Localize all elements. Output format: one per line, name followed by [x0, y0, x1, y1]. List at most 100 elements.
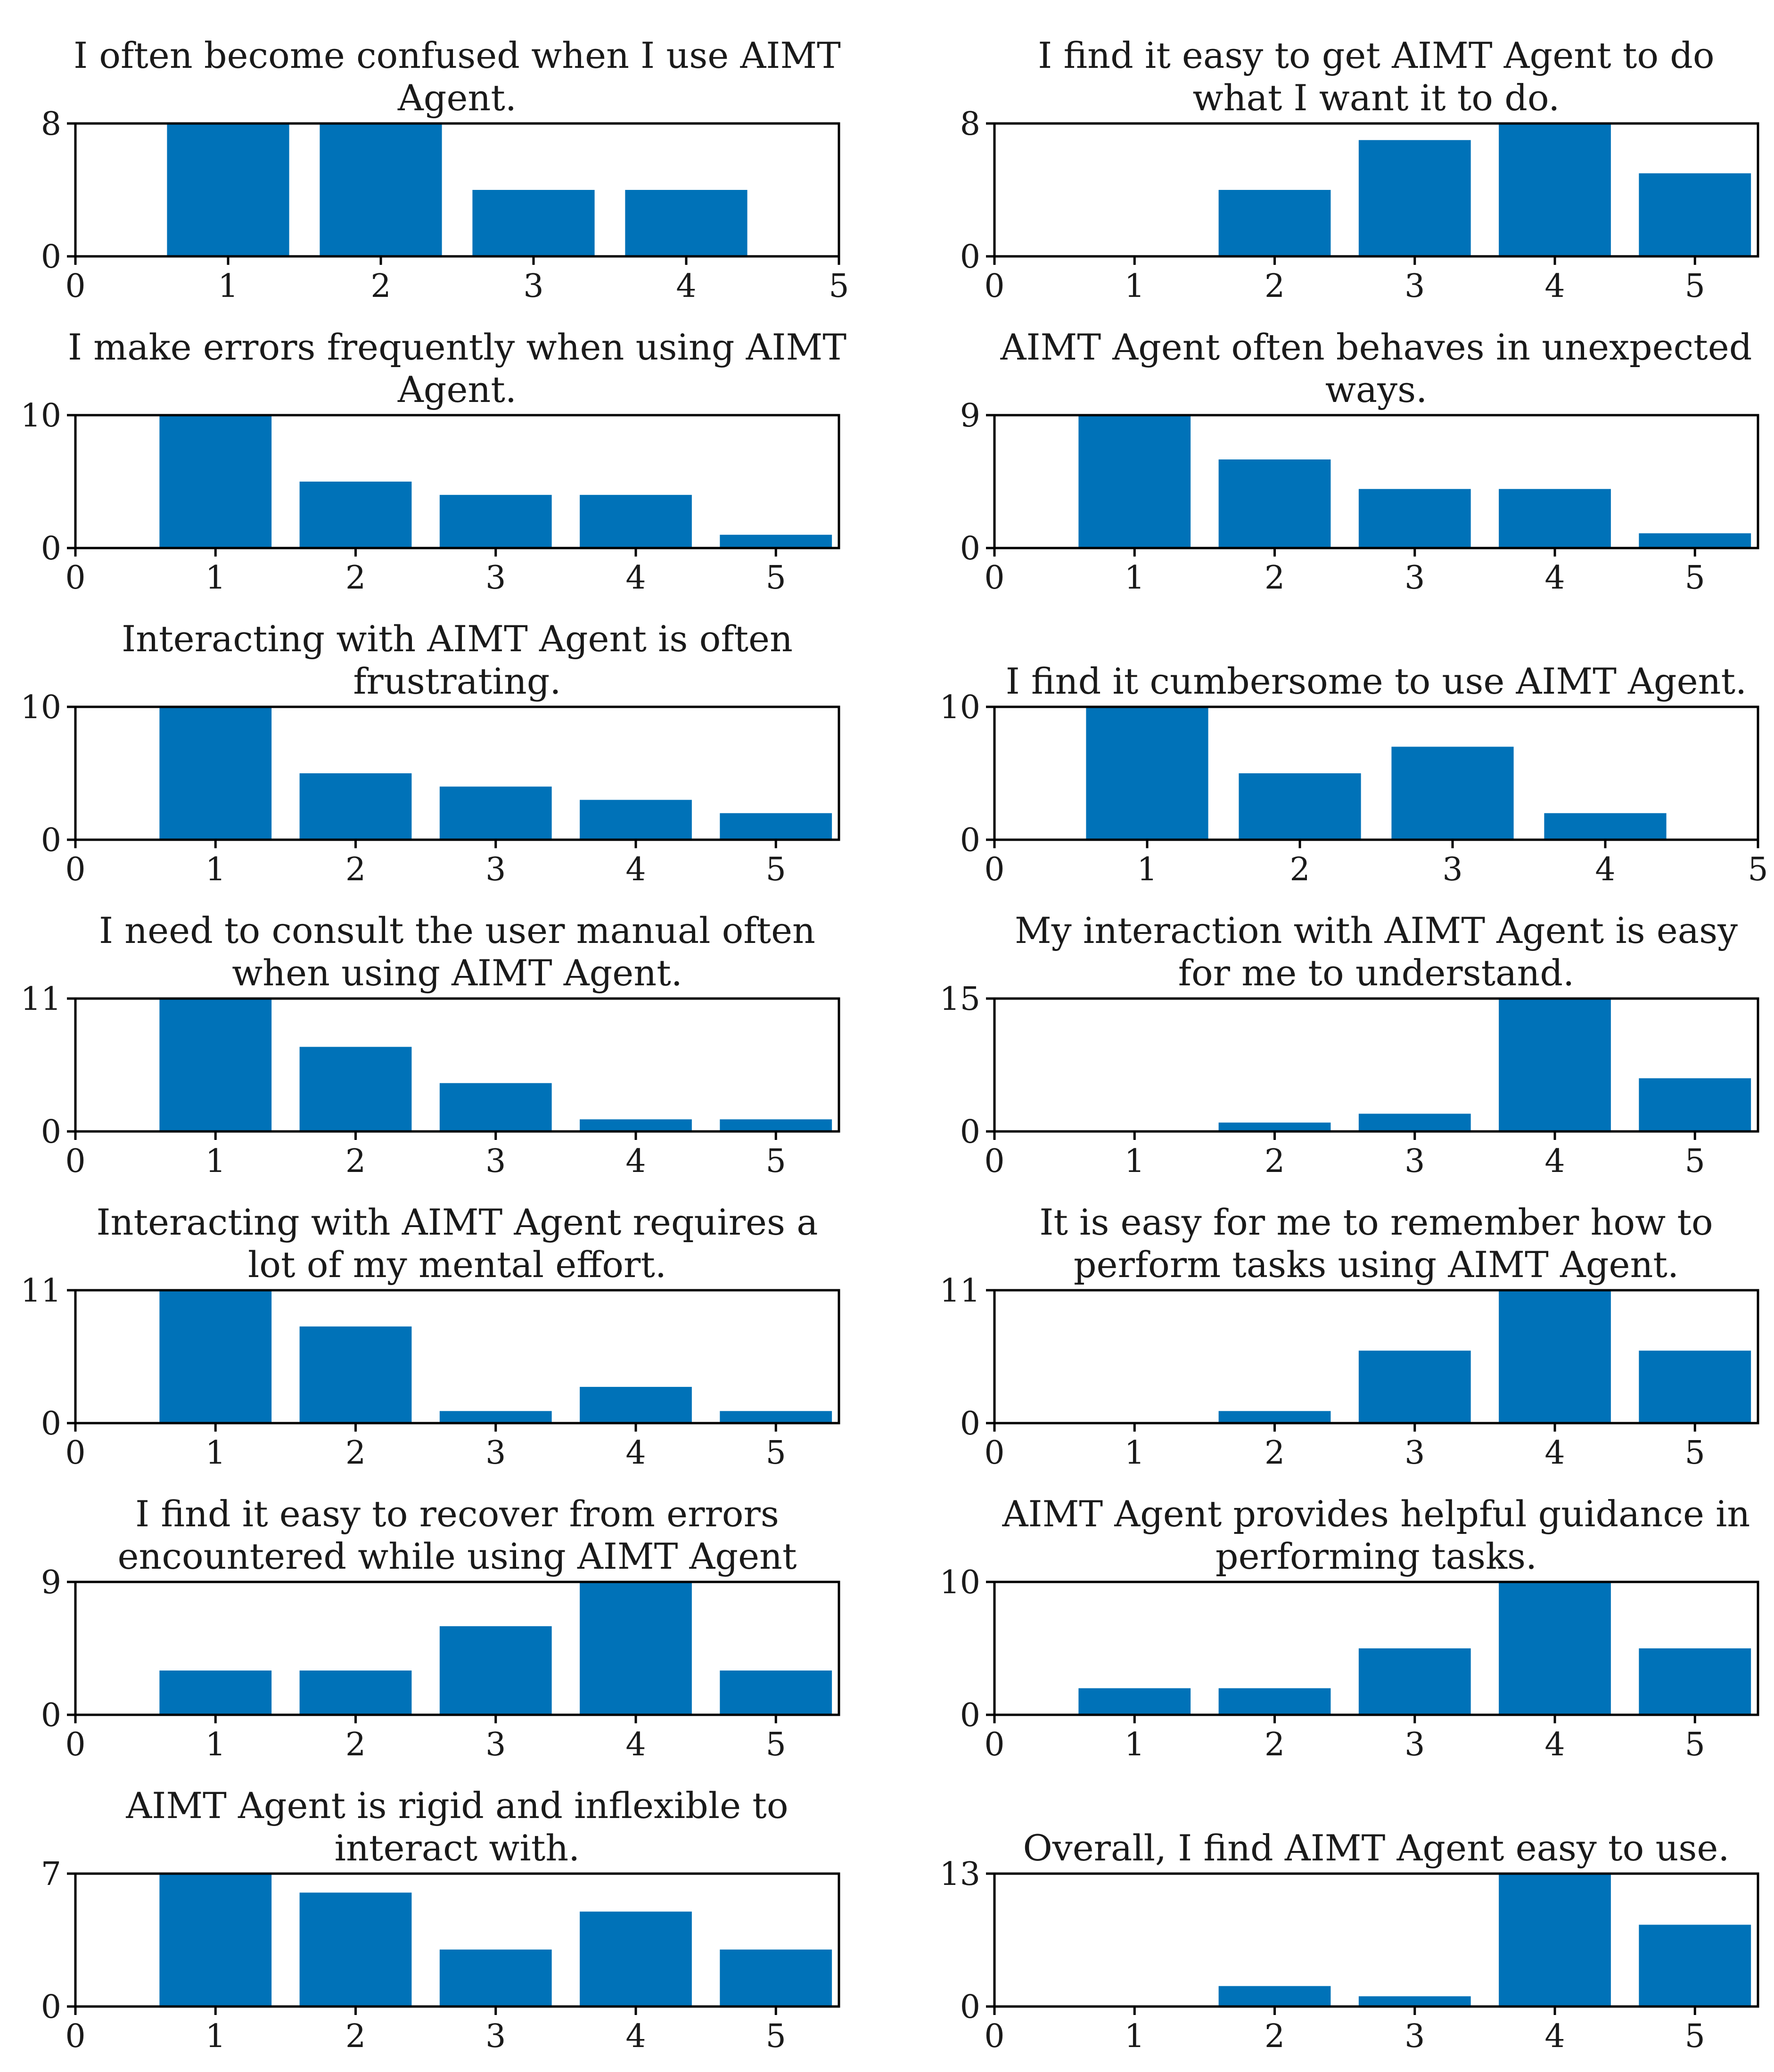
y-tick-label: 0 — [41, 530, 61, 567]
bar-1 — [1078, 415, 1191, 548]
x-tick-label: 1 — [205, 559, 226, 597]
bar-2 — [1218, 1122, 1331, 1131]
x-tick-label: 5 — [766, 1434, 786, 1472]
bar-4 — [580, 1582, 692, 1715]
bar-5 — [1639, 1648, 1751, 1715]
chart-panel-7: I need to consult the user manual oftenw… — [20, 909, 840, 1180]
x-tick-label: 5 — [1685, 1143, 1705, 1180]
bar-1 — [1086, 707, 1208, 840]
bar-1 — [159, 707, 272, 840]
x-tick-label: 3 — [1404, 268, 1425, 305]
x-tick-label: 1 — [1125, 1143, 1145, 1180]
y-tick-label: 0 — [960, 1989, 980, 2026]
bar-4 — [625, 190, 747, 256]
x-tick-label: 5 — [766, 851, 786, 888]
bar-3 — [439, 1083, 552, 1131]
bar-3 — [472, 190, 595, 256]
bar-5 — [1639, 533, 1751, 548]
x-tick-label: 3 — [1404, 1143, 1425, 1180]
x-tick-label: 0 — [984, 1726, 1004, 1763]
chart-title-line: It is easy for me to remember how to — [1039, 1201, 1713, 1243]
bar-4 — [580, 1119, 692, 1131]
plot-frame — [74, 1581, 840, 1716]
bar-4 — [1499, 1582, 1611, 1715]
bar-3 — [439, 1949, 552, 2006]
bar-5 — [720, 1949, 832, 2006]
x-tick-label: 4 — [1544, 1143, 1565, 1180]
y-tick-label: 0 — [960, 1405, 980, 1442]
bar-3 — [439, 1626, 552, 1715]
x-tick-label: 4 — [1544, 559, 1565, 597]
bar-2 — [1218, 1986, 1331, 2006]
x-tick-label: 3 — [1404, 1726, 1425, 1763]
bar-4 — [1499, 1874, 1611, 2006]
bar-4 — [580, 1911, 692, 2006]
x-tick-label: 4 — [1544, 2018, 1565, 2055]
x-tick-label: 0 — [65, 1726, 85, 1763]
bar-3 — [1358, 1114, 1471, 1131]
x-tick-label: 3 — [485, 559, 506, 597]
x-tick-label: 0 — [65, 1143, 85, 1180]
x-tick-label: 1 — [205, 1143, 226, 1180]
y-tick-label: 0 — [960, 1697, 980, 1734]
x-tick-label: 2 — [345, 2018, 366, 2055]
bar-5 — [720, 1671, 832, 1715]
x-tick-label: 3 — [1404, 559, 1425, 597]
bar-4 — [1499, 489, 1611, 548]
chart-panel-3: I make errors frequently when using AIMT… — [20, 326, 846, 597]
y-tick-label: 11 — [20, 1272, 61, 1310]
bar-3 — [1358, 1351, 1471, 1423]
bar-2 — [320, 123, 442, 256]
bar-3 — [439, 786, 552, 840]
y-tick-label: 8 — [960, 106, 980, 143]
plot-frame — [74, 1872, 840, 2008]
chart-title-line: AIMT Agent provides helpful guidance in — [1002, 1493, 1750, 1535]
bar-3 — [1358, 489, 1471, 548]
bar-5 — [1639, 1925, 1751, 2006]
bar-4 — [1499, 1290, 1611, 1423]
chart-panel-6: I find it cumbersome to use AIMT Agent. 0… — [939, 660, 1768, 888]
x-tick-label: 5 — [1748, 851, 1768, 888]
chart-panel-9: Interacting with AIMT Agent requires alo… — [20, 1201, 840, 1472]
bar-5 — [720, 534, 832, 548]
bar-1 — [159, 999, 272, 1131]
x-tick-label: 2 — [1265, 559, 1285, 597]
x-tick-label: 3 — [1404, 1434, 1425, 1472]
x-tick-label: 4 — [625, 1434, 646, 1472]
x-tick-label: 0 — [984, 1143, 1004, 1180]
x-tick-label: 0 — [65, 559, 85, 597]
chart-panel-12: AIMT Agent provides helpful guidance inp… — [939, 1493, 1759, 1763]
x-tick-label: 5 — [766, 1143, 786, 1180]
bar-2 — [299, 1671, 412, 1715]
y-tick-label: 10 — [939, 1564, 980, 1601]
plot-frame — [74, 997, 840, 1133]
x-tick-label: 2 — [345, 1143, 366, 1180]
y-tick-label: 15 — [939, 981, 980, 1018]
bar-2 — [1218, 459, 1331, 548]
x-tick-label: 5 — [1685, 268, 1705, 305]
x-tick-label: 0 — [984, 2018, 1004, 2055]
x-tick-label: 5 — [766, 2018, 786, 2055]
chart-title-line: Agent. — [397, 77, 517, 119]
bar-4 — [1544, 813, 1667, 840]
x-tick-label: 1 — [1125, 1434, 1145, 1472]
x-tick-label: 1 — [205, 1726, 226, 1763]
x-tick-label: 4 — [1595, 851, 1615, 888]
chart-title-line: Overall, I find AIMT Agent easy to use. — [1023, 1827, 1729, 1869]
plot-frame — [74, 122, 840, 258]
x-tick-label: 2 — [345, 851, 366, 888]
x-tick-label: 1 — [205, 2018, 226, 2055]
x-tick-label: 1 — [218, 268, 238, 305]
plot-frame — [993, 997, 1759, 1133]
x-tick-label: 3 — [485, 1434, 506, 1472]
x-tick-label: 5 — [1685, 1434, 1705, 1472]
y-tick-label: 0 — [41, 822, 61, 859]
chart-title-line: ways. — [1325, 369, 1427, 410]
plot-frame — [993, 1581, 1759, 1716]
y-tick-label: 7 — [41, 1856, 61, 1893]
x-tick-label: 2 — [1265, 1143, 1285, 1180]
x-tick-label: 0 — [984, 1434, 1004, 1472]
x-tick-label: 2 — [1265, 1726, 1285, 1763]
chart-panel-2: I find it easy to get AIMT Agent to dowh… — [960, 34, 1759, 305]
